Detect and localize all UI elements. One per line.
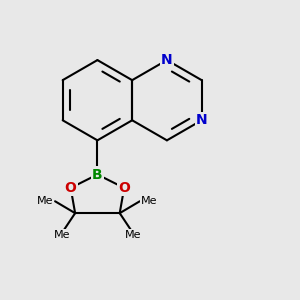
Text: N: N xyxy=(161,53,173,67)
Text: N: N xyxy=(196,113,208,127)
Text: Me: Me xyxy=(37,196,54,206)
Text: Me: Me xyxy=(53,230,70,240)
Text: B: B xyxy=(92,167,103,182)
Text: Me: Me xyxy=(125,230,141,240)
Text: O: O xyxy=(118,181,130,195)
Text: O: O xyxy=(65,181,76,195)
Text: Me: Me xyxy=(141,196,158,206)
